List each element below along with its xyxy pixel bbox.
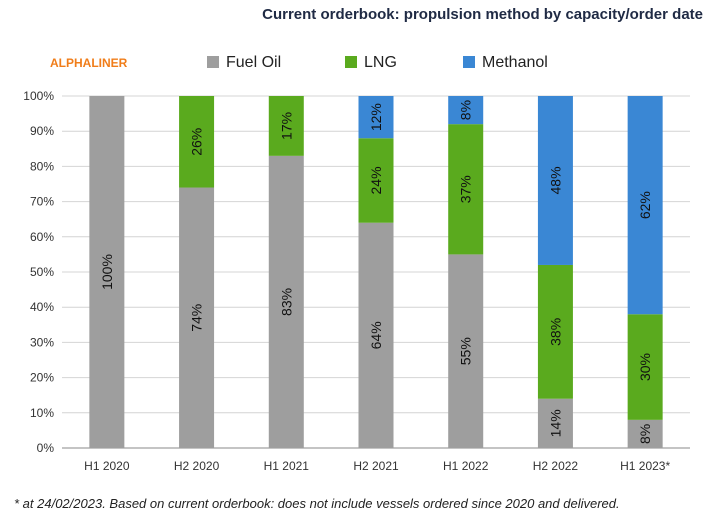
data-label: 8% [637, 424, 653, 444]
x-axis: H1 2020 H2 2020 H1 2021 H2 2021 H1 2022 H2 20… [84, 459, 670, 473]
brand-logo: ALPHALINER [50, 56, 128, 70]
bar-segment [448, 124, 484, 255]
bar-segment [179, 96, 215, 188]
y-tick-label: 20% [30, 371, 54, 385]
y-tick-label: 90% [30, 124, 54, 138]
x-tick-label: H1 2020 [84, 459, 130, 473]
data-label: 14% [547, 409, 563, 437]
y-tick-label: 80% [30, 159, 54, 173]
bar-segment [358, 96, 394, 139]
legend-label: Fuel Oil [226, 54, 281, 71]
bar-segment [179, 187, 215, 448]
y-tick-label: 30% [30, 335, 54, 349]
bar-segment [627, 96, 663, 315]
x-tick-label: H2 2022 [533, 459, 579, 473]
bar-segment [448, 96, 484, 125]
data-label: 38% [547, 318, 563, 346]
bar-segment [537, 96, 573, 265]
data-label: 62% [637, 191, 653, 219]
y-tick-label: 0% [37, 441, 55, 455]
legend-label: LNG [364, 54, 397, 71]
x-tick-label: H1 2022 [443, 459, 489, 473]
bars [89, 96, 663, 448]
bar-segment [627, 314, 663, 420]
x-tick-label: H2 2020 [174, 459, 220, 473]
footnote: * at 24/02/2023. Based on current orderb… [14, 496, 620, 511]
bar-segment [537, 398, 573, 448]
y-tick-label: 100% [23, 89, 54, 103]
y-axis: 0% 10% 20% 30% 40% 50% 60% 70% 80% 90% 100% [23, 89, 54, 455]
bar-segment [537, 264, 573, 399]
y-tick-label: 10% [30, 406, 54, 420]
chart-title: Current orderbook: propulsion method by … [262, 6, 703, 23]
legend-swatch [207, 56, 219, 68]
legend-label: Methanol [482, 54, 548, 71]
data-label: 48% [547, 166, 563, 194]
y-tick-label: 60% [30, 230, 54, 244]
data-label: 17% [278, 112, 294, 140]
data-label: 100% [99, 254, 115, 290]
data-label: 24% [368, 166, 384, 194]
bar-segment [358, 222, 394, 448]
x-tick-label: H1 2021 [264, 459, 310, 473]
data-label: 83% [278, 288, 294, 316]
x-tick-label: H2 2021 [353, 459, 399, 473]
x-tick-label: H1 2023* [620, 459, 670, 473]
data-label: 12% [368, 103, 384, 131]
bar-segment [448, 254, 484, 448]
data-label: 8% [458, 100, 474, 120]
bar-segment [268, 96, 304, 156]
legend: ALPHALINER Fuel Oil LNG Methanol [50, 54, 548, 71]
data-label: 55% [458, 337, 474, 365]
legend-swatch [463, 56, 475, 68]
data-labels: 100% 74% 26% 83% 17% 64% 24% 12% 55% 37% 8% 14% 38% 4… [99, 100, 653, 444]
bar-segment [627, 419, 663, 448]
y-tick-label: 50% [30, 265, 54, 279]
data-label: 37% [458, 175, 474, 203]
data-label: 30% [637, 353, 653, 381]
legend-swatch [345, 56, 357, 68]
bar-segment [358, 138, 394, 223]
y-tick-label: 70% [30, 195, 54, 209]
y-tick-label: 40% [30, 300, 54, 314]
data-label: 74% [189, 304, 205, 332]
data-label: 26% [189, 128, 205, 156]
data-label: 64% [368, 321, 384, 349]
bar-segment [89, 96, 125, 448]
bar-segment [268, 155, 304, 448]
